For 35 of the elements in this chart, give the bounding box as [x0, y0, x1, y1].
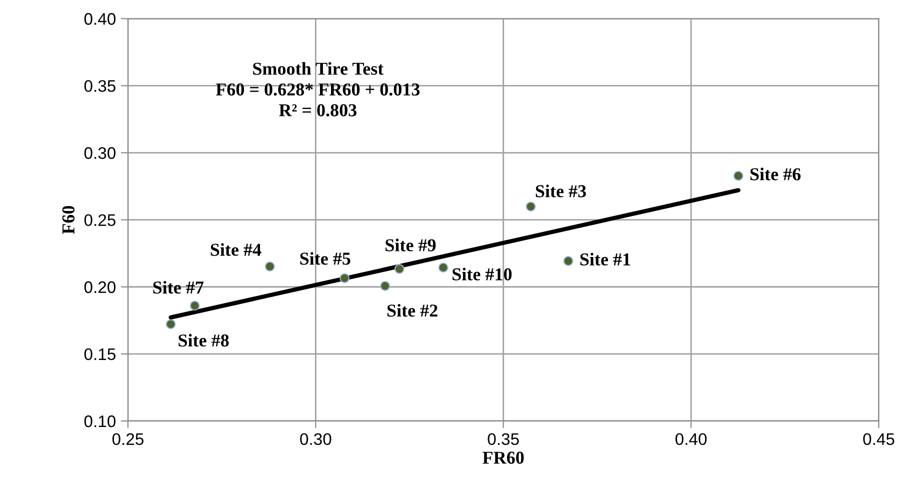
point — [264, 262, 275, 272]
y-tick-label: 0.15 — [84, 348, 116, 360]
y-tick-label: 0.30 — [84, 147, 116, 159]
x-tick-label: 0.25 — [112, 433, 144, 446]
annotation: Site #5 — [300, 252, 350, 265]
x-tick-label: 0.30 — [300, 433, 332, 446]
y-tick-label: 0.10 — [84, 415, 116, 428]
annotation: Site #3 — [536, 184, 586, 198]
point — [733, 170, 744, 181]
point — [380, 280, 390, 291]
annotation: Site #9 — [386, 238, 436, 252]
annotation: Site #8 — [178, 334, 229, 347]
x-tick-label: 0.40 — [675, 433, 707, 446]
y-axis-title: F60 — [62, 206, 75, 234]
x-tick-label: 0.45 — [863, 433, 894, 446]
annotation: Site #4 — [210, 243, 262, 256]
x-axis-title: FR60 — [482, 452, 524, 464]
annotation: Site #6 — [750, 168, 801, 180]
point — [394, 264, 404, 274]
point — [438, 262, 448, 273]
point — [166, 319, 176, 330]
y-tick-label: 0.20 — [84, 281, 116, 294]
annotation: Site #1 — [580, 252, 630, 266]
point — [340, 273, 350, 284]
annotation: Site #2 — [387, 304, 438, 317]
point — [190, 300, 200, 311]
y-tick-label: 0.35 — [84, 80, 116, 92]
y-tick-label: 0.40 — [84, 13, 116, 25]
point — [563, 256, 574, 266]
annotation: Site #10 — [452, 268, 512, 280]
y-tick-label: 0.25 — [84, 214, 116, 226]
annotation: Smooth Tire Test F60 = 0.628* FR60 + 0.013 R² = 0.803 — [216, 62, 420, 116]
x-tick-label: 0.35 — [488, 433, 519, 446]
point — [526, 202, 536, 212]
annotation: Site #7 — [153, 280, 204, 294]
